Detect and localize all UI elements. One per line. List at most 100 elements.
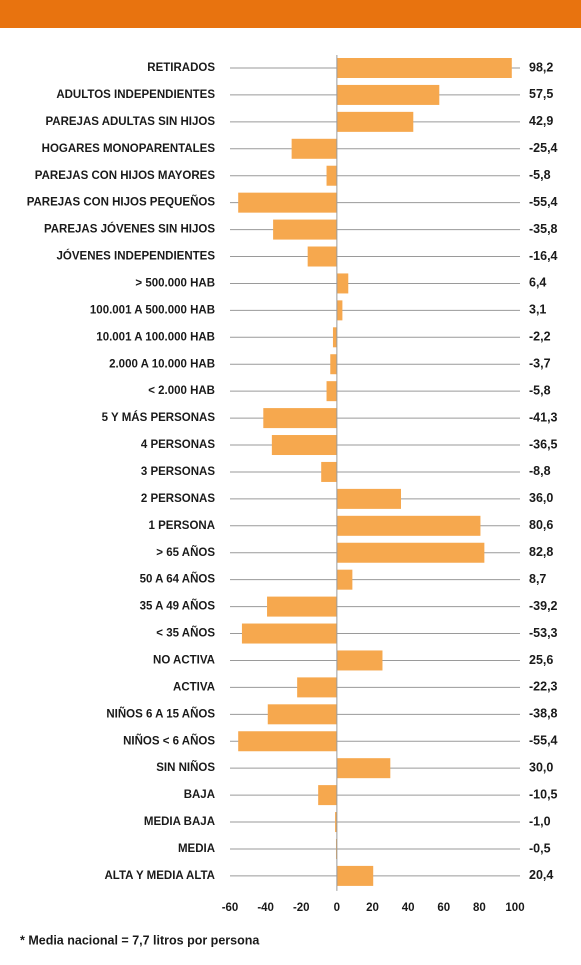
value-label: -36,5 [529,437,558,451]
header-band [0,0,581,28]
value-label: 42,9 [529,114,553,128]
category-label: ALTA Y MEDIA ALTA [104,870,215,882]
value-label: -38,8 [529,707,558,721]
category-label: PAREJAS ADULTAS SIN HIJOS [45,116,215,128]
value-label: -3,7 [529,357,551,371]
category-label: PAREJAS CON HIJOS MAYORES [35,170,216,182]
bar [332,327,337,348]
bar [336,650,383,671]
category-label: 10.001 A 100.000 HAB [96,331,215,343]
category-label: 1 PERSONA [149,520,215,532]
bar [321,461,337,482]
value-label: 30,0 [529,760,553,774]
value-label: -53,3 [529,626,558,640]
value-label: -25,4 [529,141,558,155]
value-label: 82,8 [529,545,553,559]
category-label: RETIRADOS [147,62,215,74]
bar [336,84,440,105]
value-label: 57,5 [529,87,553,101]
x-tick-label: 20 [366,902,379,914]
category-label: 5 Y MÁS PERSONAS [102,411,216,424]
category-label: 3 PERSONAS [141,466,215,478]
bar [336,300,343,321]
category-label: SIN NIÑOS [156,761,215,774]
bar [297,677,337,698]
value-label: 6,4 [529,276,546,290]
value-label: -55,4 [529,195,558,209]
bar [336,58,512,78]
category-label: 35 A 49 AÑOS [140,600,216,613]
bar [238,192,337,213]
bar [335,812,337,833]
bar [336,515,481,536]
category-label: 2 PERSONAS [141,493,215,505]
value-label: -35,8 [529,222,558,236]
category-label: > 65 AÑOS [156,546,215,559]
category-label: NO ACTIVA [153,654,215,666]
category-label: NIÑOS < 6 AÑOS [123,734,215,747]
bar [336,865,374,886]
category-label: JÓVENES INDEPENDIENTES [57,250,216,263]
value-label: -5,8 [529,168,551,182]
value-label: 3,1 [529,303,546,317]
bar [267,704,337,725]
category-label: BAJA [184,789,215,801]
value-label: 25,6 [529,653,553,667]
bar [273,219,337,240]
bar [330,354,337,375]
value-label: -10,5 [529,787,558,801]
category-label: PAREJAS CON HIJOS PEQUEÑOS [27,196,216,209]
x-tick-label: 60 [437,902,450,914]
value-label: -1,0 [529,814,551,828]
category-label: 50 A 64 AÑOS [140,573,216,586]
bar [318,785,337,806]
bar [336,111,414,132]
bar [263,408,337,429]
category-label: ADULTOS INDEPENDIENTES [56,89,215,101]
value-label: -55,4 [529,734,558,748]
category-label: > 500.000 HAB [135,277,215,289]
category-label: < 35 AÑOS [156,627,215,640]
value-label: 80,6 [529,518,553,532]
value-label: -5,8 [529,383,551,397]
category-label: ACTIVA [173,681,215,693]
x-tick-label: -60 [222,902,239,914]
bar [326,165,337,186]
bar [241,623,337,644]
category-label: 100.001 A 500.000 HAB [90,304,215,316]
category-label: PAREJAS JÓVENES SIN HIJOS [44,223,215,236]
value-label: -2,2 [529,330,551,344]
bar [267,596,337,617]
category-label: MEDIA BAJA [144,816,215,828]
value-label: -22,3 [529,680,558,694]
x-tick-label: 80 [473,902,486,914]
value-label: 8,7 [529,572,546,586]
bar [238,731,337,752]
bar [271,435,337,456]
value-label: 36,0 [529,491,553,505]
bar [336,273,349,294]
bar [336,542,485,563]
category-label: NIÑOS 6 A 15 AÑOS [106,707,215,720]
value-label: 98,2 [529,60,553,74]
x-tick-label: 40 [402,902,415,914]
x-tick-label: 0 [334,902,340,914]
x-tick-label: -20 [293,902,310,914]
value-label: -16,4 [529,249,558,263]
value-label: 20,4 [529,868,553,882]
category-label: HOGARES MONOPARENTALES [42,143,216,155]
category-label: 2.000 A 10.000 HAB [109,358,215,370]
bar [336,488,401,509]
category-label: < 2.000 HAB [148,385,215,397]
x-tick-label: 100 [505,902,524,914]
bar [336,569,353,590]
category-label: 4 PERSONAS [141,439,215,451]
bar [307,246,337,267]
footnote: * Media nacional = 7,7 litros por person… [20,933,260,947]
bar [291,138,337,159]
bar [336,758,391,779]
category-label: MEDIA [178,843,215,855]
value-label: -41,3 [529,410,558,424]
value-label: -8,8 [529,464,551,478]
